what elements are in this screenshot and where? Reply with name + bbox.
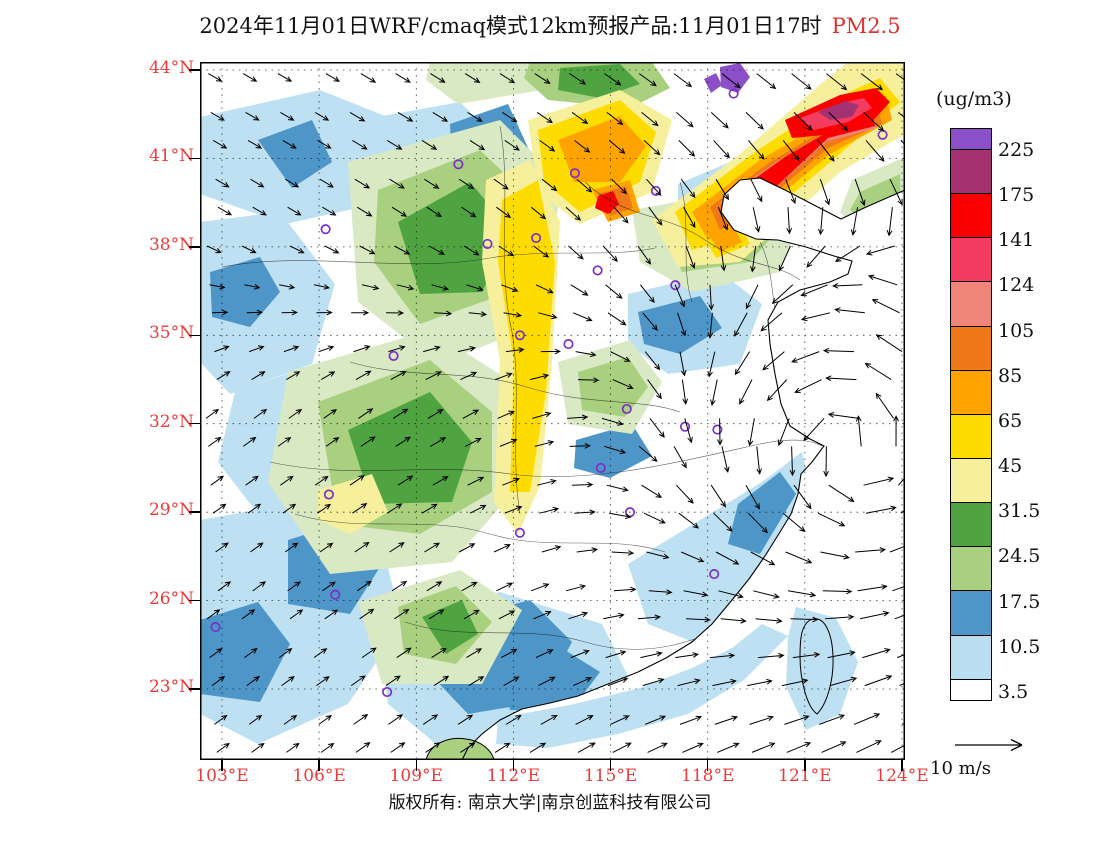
lon-tick-label: 121°E bbox=[778, 766, 832, 786]
colorbar-unit-label: (ug/m3) bbox=[936, 88, 1012, 110]
lon-tick-label: 124°E bbox=[875, 766, 929, 786]
lat-tick-mark bbox=[189, 157, 200, 160]
colorbar-level-label: 10.5 bbox=[998, 635, 1041, 658]
lon-tick-mark bbox=[415, 760, 418, 771]
colorbar-block bbox=[950, 413, 992, 459]
wind-reference-arrow-icon bbox=[955, 738, 1023, 752]
colorbar-level-label: 24.5 bbox=[998, 545, 1041, 568]
lon-tick-mark bbox=[318, 760, 320, 771]
lat-tick-mark bbox=[189, 511, 200, 513]
colorbar-level-label: 17.5 bbox=[998, 590, 1041, 613]
colorbar-level-label: 105 bbox=[998, 319, 1035, 342]
lat-tick-label: 35°N bbox=[148, 323, 194, 344]
lon-tick-label: 115°E bbox=[583, 766, 638, 786]
title-species-pm25: PM2.5 bbox=[831, 14, 901, 38]
colorbar-block bbox=[950, 502, 992, 548]
lat-tick-label: 23°N bbox=[148, 677, 194, 697]
page-title: 2024年11月01日WRF/cmaq模式12km预报产品:11月01日17时 P… bbox=[0, 10, 1100, 40]
colorbar-block bbox=[950, 193, 992, 239]
lat-tick-mark bbox=[189, 246, 200, 248]
colorbar-block bbox=[950, 369, 992, 415]
wind-reference-legend: 10 m/s bbox=[930, 736, 1050, 779]
lat-tick-mark bbox=[189, 334, 200, 337]
islands bbox=[425, 618, 834, 760]
colorbar-level-label: 31.5 bbox=[998, 500, 1041, 523]
colorbar-block bbox=[950, 457, 992, 504]
colorbar-level-label: 65 bbox=[998, 409, 1023, 432]
map-border bbox=[200, 62, 905, 760]
graticule bbox=[200, 62, 905, 760]
colorbar-block bbox=[950, 237, 992, 283]
lon-tick-mark bbox=[609, 760, 612, 771]
colorbar-level-label: 85 bbox=[998, 364, 1023, 387]
colorbar-block bbox=[950, 590, 992, 636]
map-frame bbox=[200, 62, 905, 760]
wind-reference-label: 10 m/s bbox=[930, 758, 991, 779]
colorbar-block bbox=[950, 149, 992, 195]
lon-tick-mark bbox=[221, 760, 223, 771]
colorbar-block bbox=[950, 128, 992, 150]
lat-tick-mark bbox=[189, 69, 200, 71]
lon-tick-label: 103°E bbox=[195, 766, 249, 786]
lat-tick-label: 29°N bbox=[148, 500, 194, 521]
colorbar-block bbox=[950, 281, 992, 327]
colorbar-block bbox=[950, 678, 992, 701]
lon-tick-label: 109°E bbox=[389, 766, 443, 786]
lat-tick-label: 32°N bbox=[148, 411, 194, 432]
lat-tick-mark bbox=[189, 599, 200, 602]
colorbar-level-label: 175 bbox=[998, 184, 1035, 207]
colorbar-block bbox=[950, 325, 992, 371]
station-markers bbox=[210, 88, 888, 698]
lon-tick-label: 118°E bbox=[681, 766, 735, 786]
colorbar-level-label: 45 bbox=[998, 455, 1023, 478]
lon-tick-mark bbox=[804, 760, 806, 771]
lon-tick-label: 106°E bbox=[292, 766, 346, 786]
wind-vector-field bbox=[205, 73, 905, 753]
pm25-forecast-map bbox=[200, 62, 905, 760]
lon-tick-label: 112°E bbox=[486, 766, 541, 786]
colorbar-level-label: 124 bbox=[998, 274, 1035, 297]
lat-tick-mark bbox=[189, 688, 200, 690]
lon-tick-mark bbox=[512, 760, 515, 771]
lat-tick-label: 26°N bbox=[148, 588, 194, 609]
lat-tick-mark bbox=[189, 422, 200, 425]
colorbar-block bbox=[950, 546, 992, 592]
colorbar-block bbox=[950, 634, 992, 680]
lat-tick-label: 38°N bbox=[148, 234, 194, 255]
colorbar-level-label: 3.5 bbox=[998, 680, 1029, 703]
colorbar-level-label: 141 bbox=[998, 229, 1035, 252]
copyright-footer: 版权所有: 南京大学|南京创蓝科技有限公司 bbox=[388, 793, 712, 813]
lat-tick-label: 44°N bbox=[148, 58, 194, 78]
colorbar-level-label: 225 bbox=[998, 139, 1035, 161]
colorbar bbox=[950, 128, 992, 701]
lat-tick-label: 41°N bbox=[148, 146, 194, 167]
lon-tick-mark bbox=[901, 760, 903, 771]
lon-tick-mark bbox=[706, 760, 709, 771]
title-text: 2024年11月01日WRF/cmaq模式12km预报产品:11月01日17时 bbox=[199, 14, 822, 38]
